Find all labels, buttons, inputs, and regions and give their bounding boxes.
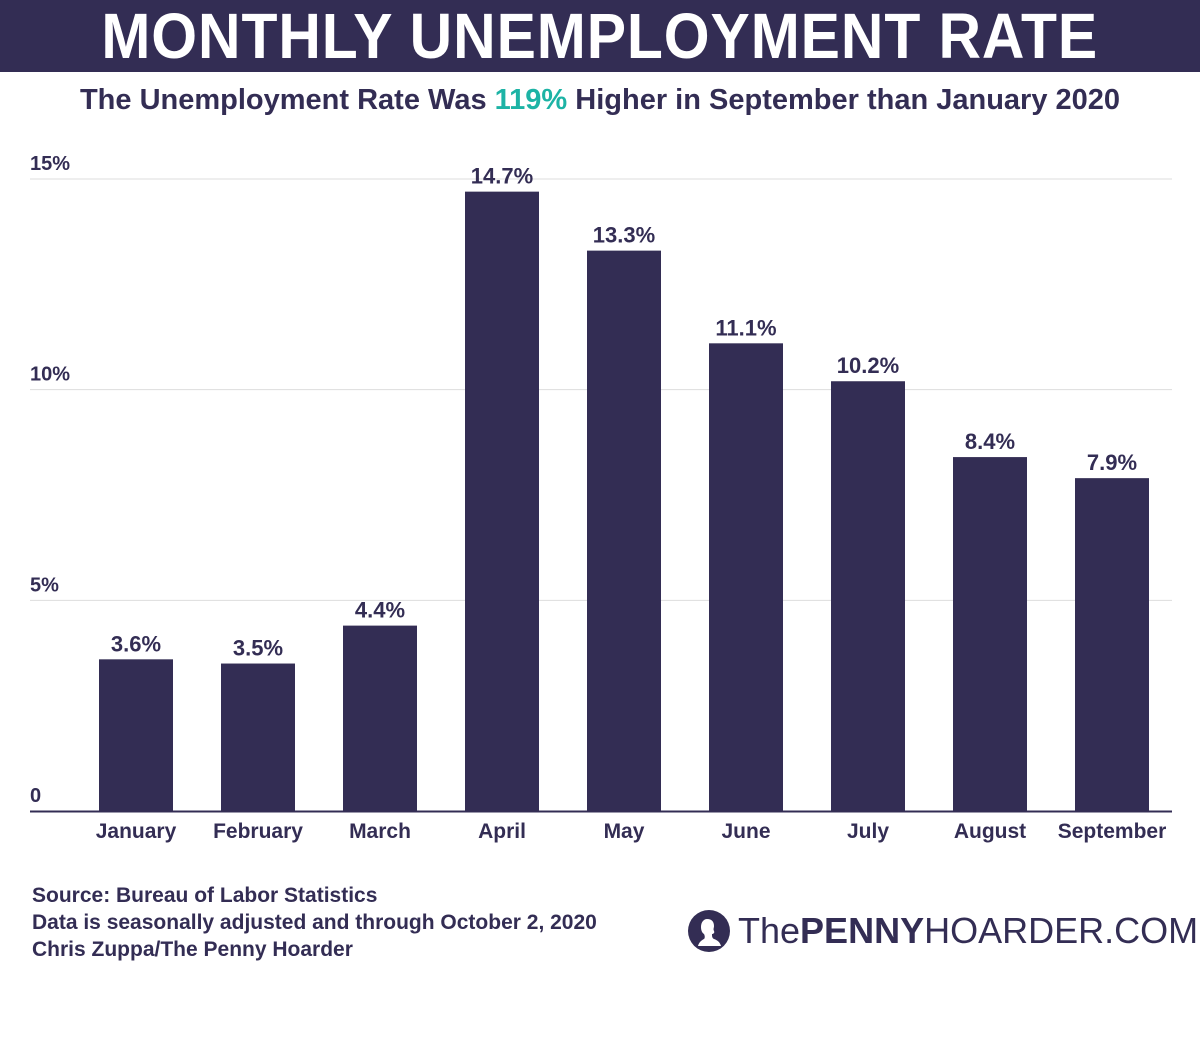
bar: [709, 343, 783, 811]
x-tick-label: June: [721, 820, 770, 843]
bar: [953, 457, 1027, 811]
bar: [465, 191, 539, 811]
x-tick-label: July: [847, 820, 889, 843]
x-tick-label: September: [1058, 820, 1167, 843]
data-label: 13.3%: [593, 223, 655, 248]
data-label: 3.5%: [233, 636, 283, 661]
y-tick-label: 10%: [30, 364, 70, 386]
data-label: 3.6%: [111, 631, 161, 656]
data-label: 4.4%: [355, 598, 405, 623]
title-banner: MONTHLY UNEMPLOYMENT RATE: [0, 0, 1200, 72]
credit-text: Chris Zuppa/The Penny Hoarder: [32, 938, 353, 961]
chart-subtitle: The Unemployment Rate Was 119% Higher in…: [0, 84, 1200, 117]
bar-chart: 0 5% 10% 15% 3.6% January 3.5% February 4.4% Marc…: [30, 153, 1172, 843]
data-label: 10.2%: [837, 353, 899, 378]
bar: [587, 250, 661, 812]
data-label: 14.7%: [471, 164, 533, 189]
note-text: Data is seasonally adjusted and through …: [32, 911, 597, 934]
bar: [99, 659, 173, 811]
data-label: 7.9%: [1087, 450, 1137, 475]
footer: Source: Bureau of Labor Statistics Data …: [32, 882, 597, 963]
x-tick-label: August: [954, 820, 1026, 843]
bar: [221, 663, 295, 811]
bar: [343, 625, 417, 811]
x-tick-label: April: [478, 820, 526, 843]
subtitle-text: The Unemployment Rate Was: [79, 84, 495, 116]
data-label: 8.4%: [965, 429, 1015, 454]
chart-title: MONTHLY UNEMPLOYMENT RATE: [101, 0, 1099, 72]
y-tick-label: 5%: [30, 574, 59, 596]
x-tick-label: January: [96, 820, 177, 843]
penny-profile-icon: [688, 910, 730, 952]
subtitle-highlight: 119%: [494, 84, 568, 116]
y-tick-label: 0: [30, 785, 41, 807]
penny-hoarder-logo: ThePENNYHOARDER.COM: [688, 910, 1198, 952]
x-tick-label: May: [604, 820, 645, 843]
source-text: Source: Bureau of Labor Statistics: [32, 884, 378, 907]
x-tick-label: February: [213, 820, 303, 843]
bar: [1075, 478, 1149, 811]
data-label: 11.1%: [715, 315, 776, 340]
bar: [831, 381, 905, 811]
logo-text: ThePENNYHOARDER.COM: [738, 910, 1199, 951]
subtitle-text-end: Higher in September than January 2020: [567, 84, 1121, 116]
y-tick-label: 15%: [30, 153, 70, 175]
x-tick-label: March: [349, 820, 411, 843]
